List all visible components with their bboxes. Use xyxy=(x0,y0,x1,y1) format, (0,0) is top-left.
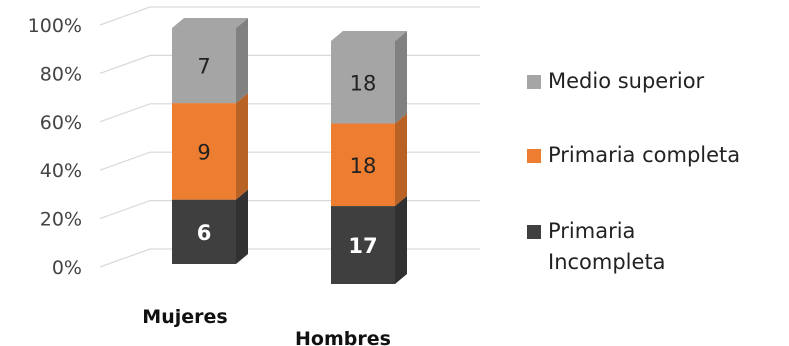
bar-top xyxy=(172,18,248,28)
bar-front xyxy=(172,199,236,264)
data-label: 6 xyxy=(197,221,212,245)
y-tick-label: 100% xyxy=(28,15,82,37)
legend-swatch xyxy=(527,149,541,163)
data-label: 9 xyxy=(197,140,210,164)
legend: Medio superior Primaria completa Primaria I… xyxy=(527,69,740,274)
x-axis-categories: Mujeres Hombres xyxy=(142,306,391,346)
gridline xyxy=(99,151,480,171)
gridlines xyxy=(99,6,480,268)
bar-front xyxy=(172,103,236,200)
bars: 6 9 7 17 18 18 xyxy=(172,18,407,284)
y-tick-label: 40% xyxy=(40,160,82,182)
legend-label: Primaria completa xyxy=(548,143,740,167)
bar-side xyxy=(236,18,248,104)
bar-side xyxy=(236,93,248,200)
data-label: 7 xyxy=(197,55,210,79)
bar-front xyxy=(172,28,236,104)
legend-label: Medio superior xyxy=(548,69,705,93)
legend-swatch xyxy=(527,225,541,239)
legend-swatch xyxy=(527,75,541,89)
gridline xyxy=(99,200,480,220)
y-tick-label: 20% xyxy=(40,209,82,231)
legend-item: Primaria completa xyxy=(527,143,740,167)
category-label: Mujeres xyxy=(142,306,227,328)
bar-segment: 6 xyxy=(172,189,248,264)
legend-item: Medio superior xyxy=(527,69,705,93)
bar-side xyxy=(395,196,407,284)
bar-front xyxy=(331,123,395,207)
data-label: 18 xyxy=(350,154,377,178)
y-tick-label: 0% xyxy=(52,257,82,279)
category-label: Hombres xyxy=(295,328,391,346)
bar-segment: 7 xyxy=(172,18,248,104)
bar-segment: 18 xyxy=(331,31,407,124)
gridline xyxy=(99,103,480,123)
y-tick-label: 80% xyxy=(40,63,82,85)
data-label: 17 xyxy=(348,234,377,258)
bar-segment: 17 xyxy=(331,196,407,284)
bar-front xyxy=(331,41,395,124)
bar-top xyxy=(331,31,407,41)
legend-item: Primaria Incompleta xyxy=(527,219,666,274)
gridline xyxy=(99,6,480,26)
bar-segment: 9 xyxy=(172,93,248,200)
bar-side xyxy=(236,189,248,264)
gridline xyxy=(99,54,480,74)
legend-label: Primaria xyxy=(548,219,635,243)
bar-front xyxy=(331,206,395,284)
bar-side xyxy=(395,31,407,124)
bar-segment: 18 xyxy=(331,113,407,207)
data-label: 18 xyxy=(350,71,377,95)
y-axis-ticks: 0% 20% 40% 60% 80% 100% xyxy=(28,15,82,279)
y-tick-label: 60% xyxy=(40,112,82,134)
legend-label: Incompleta xyxy=(548,250,666,274)
gridline xyxy=(99,248,480,268)
bar-side xyxy=(395,113,407,207)
